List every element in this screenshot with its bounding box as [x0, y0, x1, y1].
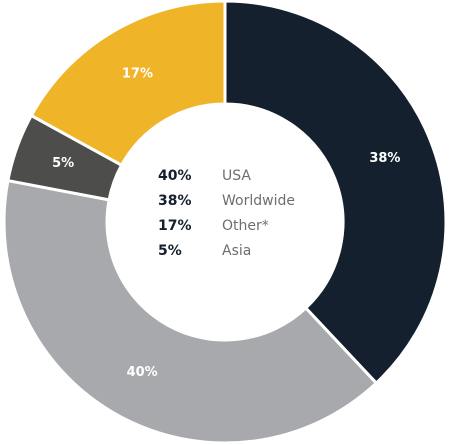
- legend-name: Asia: [222, 243, 251, 259]
- legend-value: 40%: [158, 168, 192, 184]
- donut-slice: [2, 179, 378, 445]
- legend-name: USA: [222, 168, 251, 184]
- slice-label: 5%: [52, 156, 74, 171]
- legend-value: 38%: [158, 193, 192, 209]
- donut-slice: [29, 0, 227, 167]
- legend-name: Worldwide: [222, 193, 295, 209]
- slice-label: 38%: [369, 151, 400, 166]
- legend-name: Other*: [222, 218, 269, 234]
- slice-label: 17%: [122, 66, 153, 81]
- legend-value: 5%: [158, 243, 182, 259]
- legend-value: 17%: [158, 218, 192, 234]
- donut-slice: [223, 0, 448, 385]
- slice-label: 40%: [127, 365, 158, 380]
